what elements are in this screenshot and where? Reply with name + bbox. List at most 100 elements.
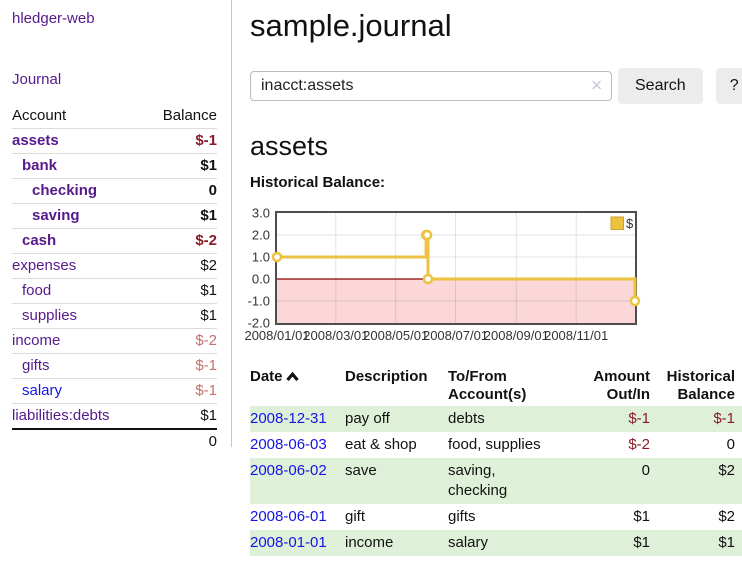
register-description: income xyxy=(345,534,394,551)
amount-column-header: Amount Out/In xyxy=(593,368,650,403)
sidebar-account-link-liabilities-debts[interactable]: liabilities:debts xyxy=(12,407,110,424)
chart-title: Historical Balance: xyxy=(250,174,386,191)
chart-plot[interactable]: $ xyxy=(271,211,641,325)
sidebar-account-row: food $1 xyxy=(12,278,217,304)
chart-x-tick-label: 2008/11/01 xyxy=(544,328,609,343)
data-point-marker xyxy=(421,229,433,241)
register-date-link[interactable]: 2008-01-01 xyxy=(250,534,327,551)
search-button[interactable]: Search xyxy=(618,68,703,104)
search-box: ✕ xyxy=(250,71,612,101)
register-balance: $2 xyxy=(718,508,735,525)
register-amount: $1 xyxy=(633,534,650,551)
sidebar-account-link-supplies[interactable]: supplies xyxy=(22,307,78,324)
register-accounts: saving, checking xyxy=(448,462,508,499)
balance-column-header-register: Historical Balance xyxy=(666,368,735,403)
brand-link[interactable]: hledger-web xyxy=(12,10,95,27)
sidebar-account-balance: $1 xyxy=(143,303,217,329)
date-column-header[interactable]: Date xyxy=(250,366,345,406)
sidebar-account-row: supplies $1 xyxy=(12,303,217,329)
data-point-marker xyxy=(422,273,434,285)
register-accounts: food, supplies xyxy=(448,436,541,453)
sidebar-account-balance: $1 xyxy=(143,153,217,179)
account-heading: assets xyxy=(250,131,329,161)
register-date-link[interactable]: 2008-06-02 xyxy=(250,462,327,479)
sidebar-account-row: gifts $-1 xyxy=(12,353,217,379)
data-point-marker xyxy=(629,295,641,307)
sidebar: hledger-web Journal Account Balance asse… xyxy=(0,0,232,454)
register-row: 2008-01-01 income salary $1 $1 xyxy=(250,530,742,556)
clear-search-icon[interactable]: ✕ xyxy=(590,77,603,95)
sidebar-account-link-checking[interactable]: checking xyxy=(32,182,98,199)
sidebar-account-balance: $-1 xyxy=(143,378,217,404)
register-accounts: debts xyxy=(448,410,485,427)
chart-x-tick-label: 2008/05/01 xyxy=(363,328,429,343)
chart-y-tick-label: 0.0 xyxy=(251,271,270,287)
sidebar-account-balance: $1 xyxy=(143,278,217,304)
sidebar-account-link-food[interactable]: food xyxy=(22,282,52,299)
sidebar-account-link-bank[interactable]: bank xyxy=(22,157,58,174)
sidebar-account-row: cash $-2 xyxy=(12,228,217,254)
sidebar-account-link-salary[interactable]: salary xyxy=(22,382,63,399)
sidebar-total-balance: 0 xyxy=(143,428,217,454)
sidebar-account-link-saving[interactable]: saving xyxy=(32,207,80,224)
register-balance: 0 xyxy=(726,436,735,453)
sidebar-account-link-expenses[interactable]: expenses xyxy=(12,257,77,274)
sidebar-account-link-gifts[interactable]: gifts xyxy=(22,357,50,374)
chart-y-tick-label: -1.0 xyxy=(247,293,270,309)
chart-x-tick-label: 2008/07/01 xyxy=(422,328,489,343)
register-amount: 0 xyxy=(641,462,650,479)
chart-area: $ 3.0 2.0 1.0 0.0 -1.0 -2.0 2008/01/01 2008/03/… xyxy=(240,204,660,346)
chart-x-tick-label: 2008/01/01 xyxy=(244,328,310,343)
description-column-header: Description xyxy=(345,368,428,385)
register-accounts: gifts xyxy=(448,508,476,525)
chart-x-tick-label: 2008/09/01 xyxy=(483,328,549,343)
sidebar-account-row: liabilities:debts $1 xyxy=(12,403,217,429)
register-amount: $-1 xyxy=(628,410,650,427)
sidebar-account-row: checking 0 xyxy=(12,178,217,204)
page-title: sample.journal xyxy=(250,8,452,43)
sidebar-account-link-income[interactable]: income xyxy=(12,332,61,349)
sidebar-account-row: income $-2 xyxy=(12,328,217,354)
register-amount: $-2 xyxy=(628,436,650,453)
sidebar-account-row: expenses $2 xyxy=(12,253,217,279)
sidebar-account-balance: $-1 xyxy=(143,128,217,154)
sidebar-account-rows: assets $-1 bank $1 checking 0 saving $1 cash $-2 e… xyxy=(12,128,217,429)
register-row: 2008-06-01 gift gifts $1 $2 xyxy=(250,504,742,530)
legend-label: $ xyxy=(626,216,634,231)
register-row: 2008-06-02 save saving, checking 0 $2 xyxy=(250,458,742,504)
page: hledger-web Journal Account Balance asse… xyxy=(0,0,742,556)
negative-region xyxy=(277,279,635,323)
search-bar: ✕ Search ? xyxy=(250,68,742,104)
help-button[interactable]: ? xyxy=(715,68,742,104)
main-content: sample.journal ✕ Search ? assets Histori… xyxy=(232,0,742,556)
account-column-header: Account xyxy=(12,107,67,124)
register-description: eat & shop xyxy=(345,436,417,453)
sidebar-account-balance: $-2 xyxy=(143,228,217,254)
sidebar-account-balance: $1 xyxy=(143,403,217,429)
register-row: 2008-12-31 pay off debts $-1 $-1 xyxy=(250,406,742,432)
sidebar-account-balance: 0 xyxy=(143,178,217,204)
register-accounts: salary xyxy=(448,534,489,551)
chart-x-tick-label: 2008/03/01 xyxy=(303,328,369,343)
sidebar-item-journal[interactable]: Journal xyxy=(12,71,62,88)
register-balance: $2 xyxy=(718,462,735,479)
register-balance: $-1 xyxy=(713,410,735,427)
sidebar-account-balance: $2 xyxy=(143,253,217,279)
register-balance: $1 xyxy=(718,534,735,551)
search-input[interactable] xyxy=(250,71,612,101)
sidebar-account-balance: $-1 xyxy=(143,353,217,379)
accounts-column-header: To/From Account(s) xyxy=(448,368,527,403)
register-date-link[interactable]: 2008-06-01 xyxy=(250,508,327,525)
register-table: Date Description To/From Account(s) Amou… xyxy=(250,366,742,556)
sidebar-account-link-cash[interactable]: cash xyxy=(22,232,57,249)
chart-y-tick-label: 1.0 xyxy=(251,249,270,265)
register-header-row: Date Description To/From Account(s) Amou… xyxy=(250,366,742,406)
total-spacer xyxy=(12,428,144,454)
sidebar-account-balance: $-2 xyxy=(143,328,217,354)
register-rows: 2008-12-31 pay off debts $-1 $-1 2008-06-03 ea… xyxy=(250,406,742,556)
chart-y-tick-label: -2.0 xyxy=(247,315,270,331)
sidebar-account-link-assets[interactable]: assets xyxy=(12,132,59,149)
register-date-link[interactable]: 2008-06-03 xyxy=(250,436,327,453)
register-date-link[interactable]: 2008-12-31 xyxy=(250,410,327,427)
sidebar-account-balance: $1 xyxy=(143,203,217,229)
